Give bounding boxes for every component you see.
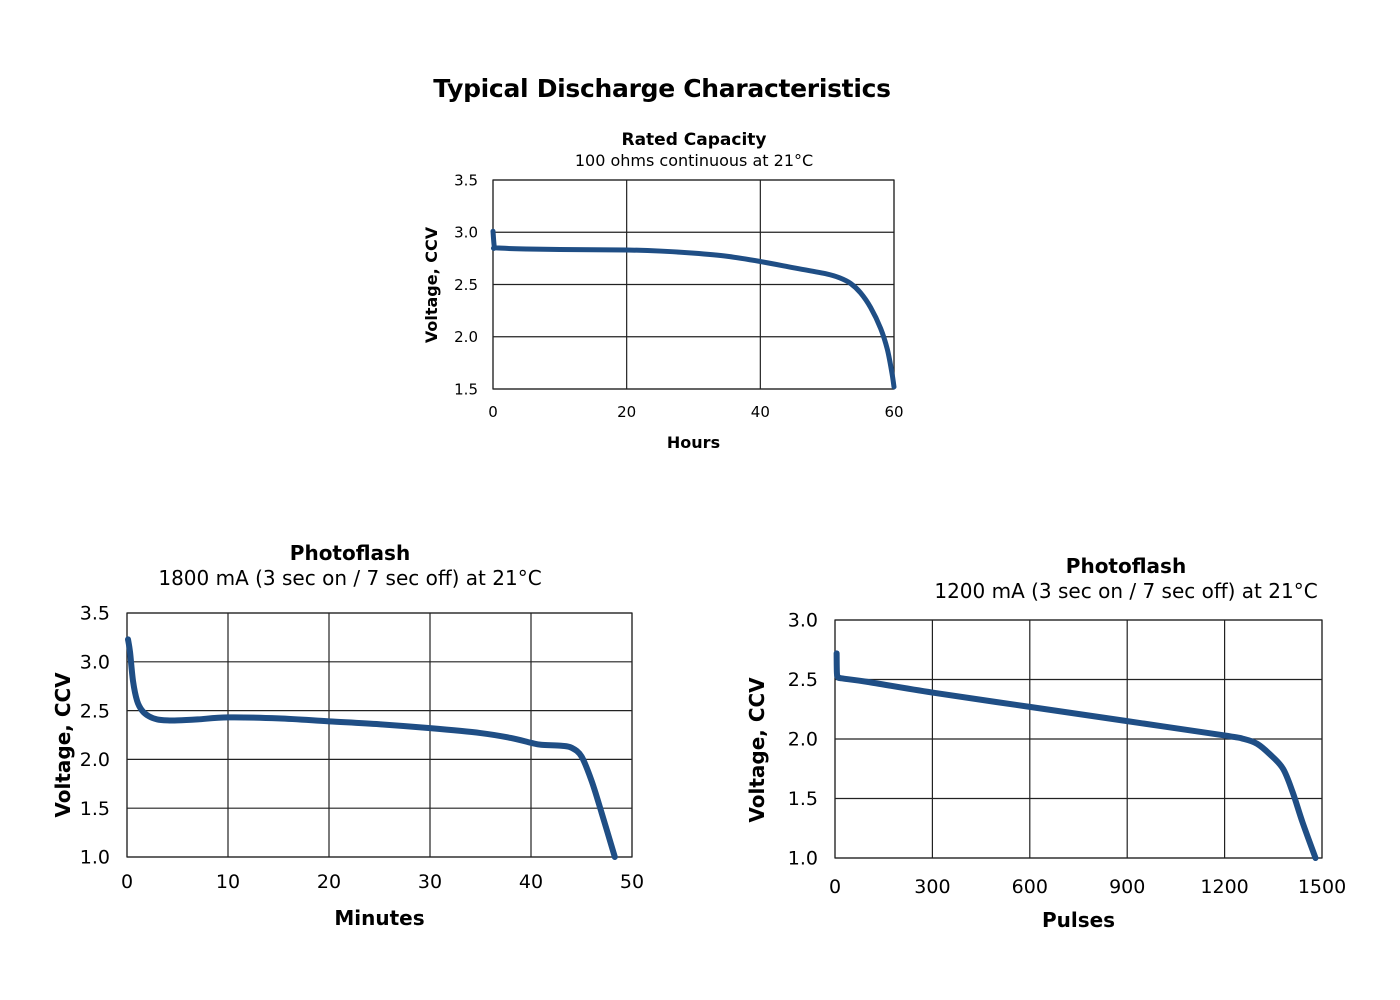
y-tick-label: 2.5 [788, 669, 818, 691]
x-tick-label: 0 [121, 871, 133, 893]
y-tick-label: 3.0 [788, 610, 818, 632]
chart-subtitle: 100 ohms continuous at 21°C [575, 151, 813, 170]
x-axis-label: Hours [667, 433, 720, 452]
y-tick-label: 3.5 [454, 171, 478, 189]
chart-subtitle: 1800 mA (3 sec on / 7 sec off) at 21°C [158, 566, 541, 590]
series-line-voltage [490, 228, 897, 390]
y-axis-label: Voltage, CCV [745, 677, 769, 823]
y-tick-label: 2.0 [788, 729, 818, 751]
x-tick-label: 300 [914, 876, 950, 898]
x-tick-label: 10 [216, 871, 240, 893]
x-tick-label: 0 [488, 403, 498, 421]
x-tick-label: 40 [519, 871, 543, 893]
series-line-voltage [125, 636, 618, 860]
x-tick-label: 900 [1109, 876, 1145, 898]
y-tick-label: 1.5 [788, 788, 818, 810]
x-tick-label: 20 [617, 403, 636, 421]
chart-title: Photoflash [1066, 554, 1186, 578]
x-tick-label: 0 [829, 876, 841, 898]
chart-title: Rated Capacity [621, 130, 766, 150]
x-tick-label: 40 [751, 403, 770, 421]
y-tick-label: 1.5 [80, 798, 110, 820]
y-tick-label: 3.0 [454, 224, 478, 242]
page-title: Typical Discharge Characteristics [433, 74, 891, 103]
y-tick-label: 3.5 [80, 603, 110, 625]
x-tick-label: 1200 [1200, 876, 1248, 898]
y-tick-label: 1.0 [80, 847, 110, 869]
x-axis-label: Pulses [1042, 908, 1115, 932]
y-tick-label: 2.0 [80, 749, 110, 771]
y-tick-label: 3.0 [80, 651, 110, 673]
y-tick-label: 1.5 [454, 380, 478, 398]
y-axis-label: Voltage, CCV [422, 226, 441, 343]
x-tick-label: 50 [620, 871, 644, 893]
chart-subtitle: 1200 mA (3 sec on / 7 sec off) at 21°C [934, 579, 1317, 603]
x-axis-label: Minutes [334, 906, 424, 930]
x-tick-label: 600 [1012, 876, 1048, 898]
series-line-voltage [833, 650, 1319, 861]
y-tick-label: 2.0 [454, 328, 478, 346]
y-tick-label: 2.5 [454, 276, 478, 294]
y-tick-label: 1.0 [788, 848, 818, 870]
x-tick-label: 30 [418, 871, 442, 893]
x-tick-label: 20 [317, 871, 341, 893]
x-tick-label: 1500 [1298, 876, 1346, 898]
plot-frame [834, 619, 1323, 859]
x-tick-label: 60 [884, 403, 903, 421]
y-axis-label: Voltage, CCV [51, 672, 75, 818]
chart-title: Photoflash [290, 541, 410, 565]
plot-frame [126, 612, 633, 858]
y-tick-label: 2.5 [80, 700, 110, 722]
plot-frame [492, 179, 895, 390]
